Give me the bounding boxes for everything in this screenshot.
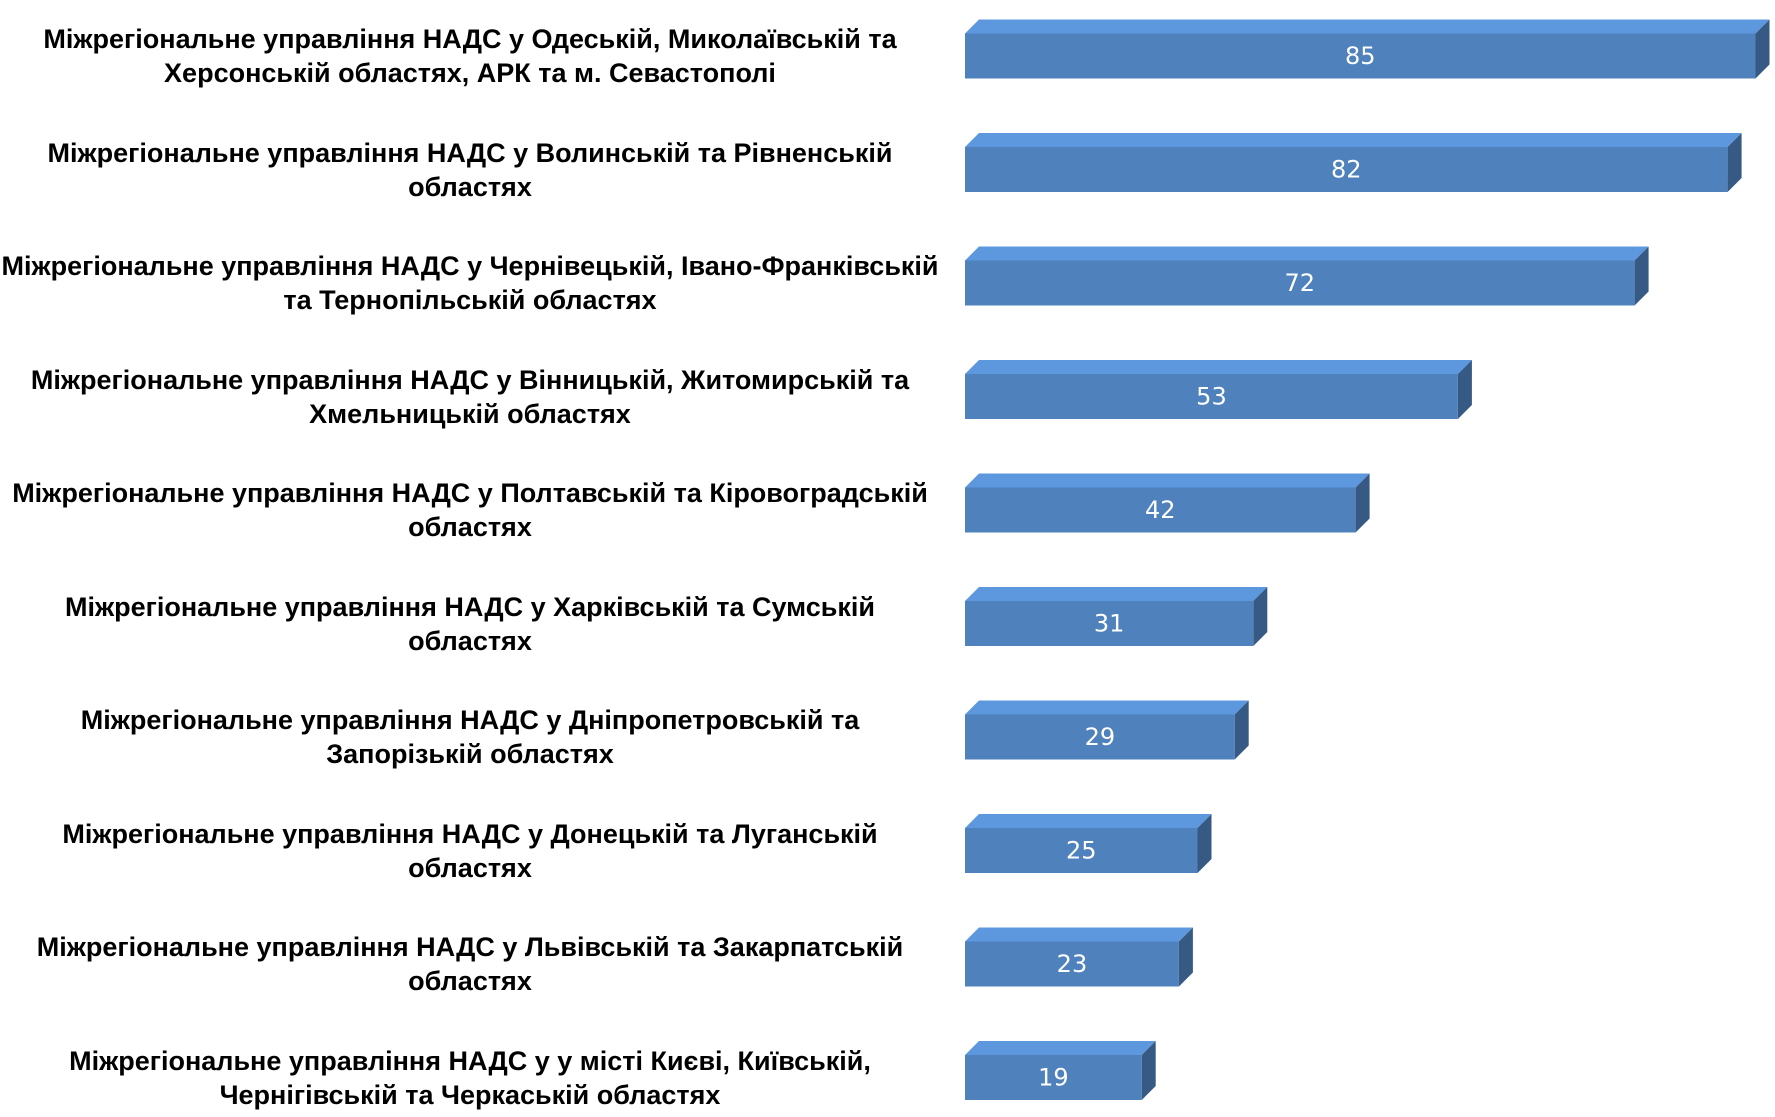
bar: [965, 941, 1179, 987]
category-label: Міжрегіональне управління НАДС у Одеські…: [43, 24, 897, 88]
bar: [965, 260, 1635, 306]
category-label: Міжрегіональне управління НАДС у Дніпроп…: [80, 705, 860, 769]
bar-side: [1457, 360, 1472, 419]
bar-side: [1634, 246, 1649, 306]
category-label: Міжрегіональне управління НАДС у Донецьк…: [62, 818, 878, 883]
value-label: 25: [1066, 837, 1097, 865]
bar: [965, 828, 1198, 873]
bar-top: [965, 1041, 1156, 1055]
value-label: 19: [1038, 1064, 1069, 1092]
value-label: 42: [1145, 496, 1176, 524]
bar-side: [1755, 19, 1770, 79]
bar-side: [1141, 1041, 1156, 1100]
bar-top: [965, 814, 1212, 828]
bar-top: [965, 360, 1472, 374]
bar-side: [1727, 133, 1742, 192]
value-label: 82: [1331, 156, 1362, 184]
value-label: 72: [1285, 269, 1316, 297]
bar-side: [1234, 700, 1249, 760]
category-label: Міжрегіональне управління НАДС у Львівсь…: [36, 932, 904, 996]
bar: [965, 147, 1728, 192]
bar-top: [965, 587, 1268, 601]
category-label: Міжрегіональне управління НАДС у Черніве…: [1, 251, 939, 315]
category-label: Міжрегіональне управління НАДС у у місті…: [69, 1045, 871, 1110]
bar-side: [1253, 587, 1268, 646]
bar: [965, 33, 1756, 79]
category-label: Міжрегіональне управління НАДС у Полтавс…: [12, 478, 928, 542]
value-label: 29: [1085, 723, 1116, 751]
value-label: 23: [1057, 950, 1088, 978]
bar-side: [1355, 473, 1370, 533]
bar: [965, 1055, 1142, 1100]
bar-side: [1197, 814, 1212, 873]
bar-side: [1178, 927, 1193, 987]
value-label: 53: [1196, 383, 1227, 411]
bar-top: [965, 133, 1742, 147]
category-label: Міжрегіональне управління НАДС у Харківс…: [64, 591, 876, 656]
bar-top: [965, 473, 1370, 488]
bar: [965, 601, 1254, 646]
value-label: 31: [1094, 610, 1125, 638]
bar: [965, 374, 1458, 419]
category-labels: Міжрегіональне управління НАДС у Одеські…: [1, 24, 939, 1110]
bar-top: [965, 246, 1649, 261]
bar: [965, 487, 1356, 533]
bar: [965, 714, 1235, 760]
bar-top: [965, 927, 1193, 942]
category-label: Міжрегіональне управління НАДС у Вінниць…: [30, 364, 910, 429]
bar-top: [965, 700, 1249, 715]
value-label: 85: [1345, 42, 1376, 70]
category-label: Міжрегіональне управління НАДС у Волинсь…: [47, 137, 893, 202]
bar-top: [965, 19, 1770, 34]
